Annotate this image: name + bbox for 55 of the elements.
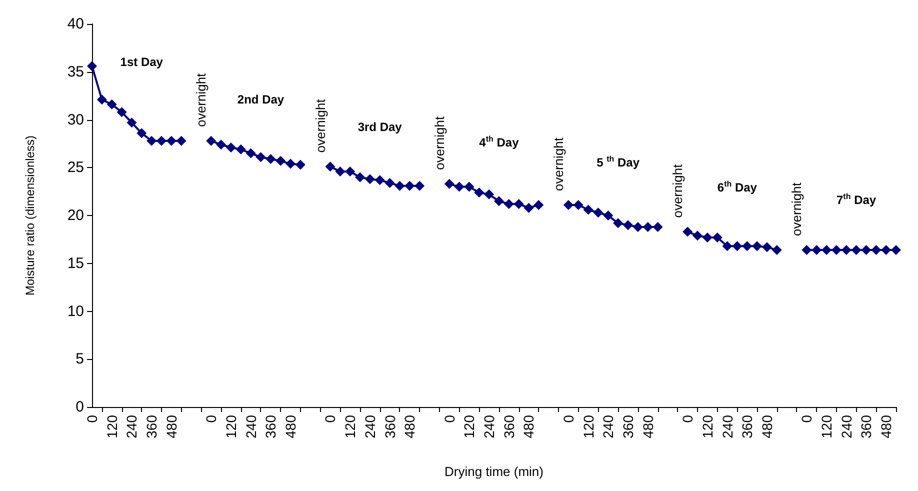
x-tick-label: 480 [878,414,894,438]
x-tick-label: 120 [818,414,835,438]
x-tick-label: 120 [580,414,596,438]
x-tick-label: 240 [362,414,378,438]
x-tick-label: 240 [242,414,259,438]
x-axis-title: Drying time (min) [444,464,544,479]
x-tick-label: 120 [104,414,120,438]
x-tick-label: 480 [520,414,537,438]
annotation: 3rd Day [358,120,402,134]
x-tick-label: 0 [560,414,576,423]
x-tick-label: 0 [798,414,815,423]
y-tick-label: 10 [67,302,84,320]
y-tick-label: 20 [67,207,84,224]
annotation: overnight [551,137,566,191]
x-tick-label: 360 [144,414,160,438]
x-tick-label: 480 [402,414,418,438]
x-tick-label: 480 [163,414,180,438]
x-tick-label: 0 [84,414,100,423]
annotation: 2nd Day [237,92,284,106]
annotation: overnight [432,116,447,170]
x-tick-label: 360 [500,414,517,438]
x-tick-label: 360 [262,414,279,438]
y-axis-title: Moisture ratio (dimensionless) [23,135,37,296]
x-tick-label: 120 [699,414,716,438]
x-tick-label: 240 [481,414,498,438]
x-tick-label: 480 [640,414,656,438]
x-tick-label: 360 [620,414,636,438]
annotation: overnight [789,182,804,236]
x-tick-label: 360 [858,414,874,438]
annotation: overnight [312,98,328,153]
x-tick-label: 120 [342,414,358,438]
annotation: 5 th Day [596,154,640,170]
x-tick-label: 360 [382,414,398,438]
x-tick-label: 0 [680,414,696,423]
x-tick-label: 240 [719,414,736,438]
y-tick-label: 30 [67,111,84,128]
y-tick-label: 15 [67,254,84,272]
x-tick-label: 0 [322,414,338,423]
x-tick-label: 120 [222,414,239,438]
y-tick-label: 25 [67,159,84,176]
annotation: overnight [670,164,686,218]
y-tick-label: 5 [76,350,84,368]
annotation: overnight [194,72,209,127]
x-tick-label: 0 [203,414,220,423]
x-tick-label: 240 [124,414,140,438]
x-tick-label: 480 [758,414,775,438]
y-tick-label: 40 [67,16,84,32]
x-tick-label: 360 [739,414,756,438]
annotation: 1st Day [120,55,164,70]
x-tick-label: 240 [600,414,616,438]
x-tick-label: 240 [838,414,854,438]
x-tick-label: 120 [461,414,478,438]
x-tick-label: 0 [441,414,458,423]
x-tick-label: 480 [282,414,299,438]
y-tick-label: 35 [67,63,84,80]
